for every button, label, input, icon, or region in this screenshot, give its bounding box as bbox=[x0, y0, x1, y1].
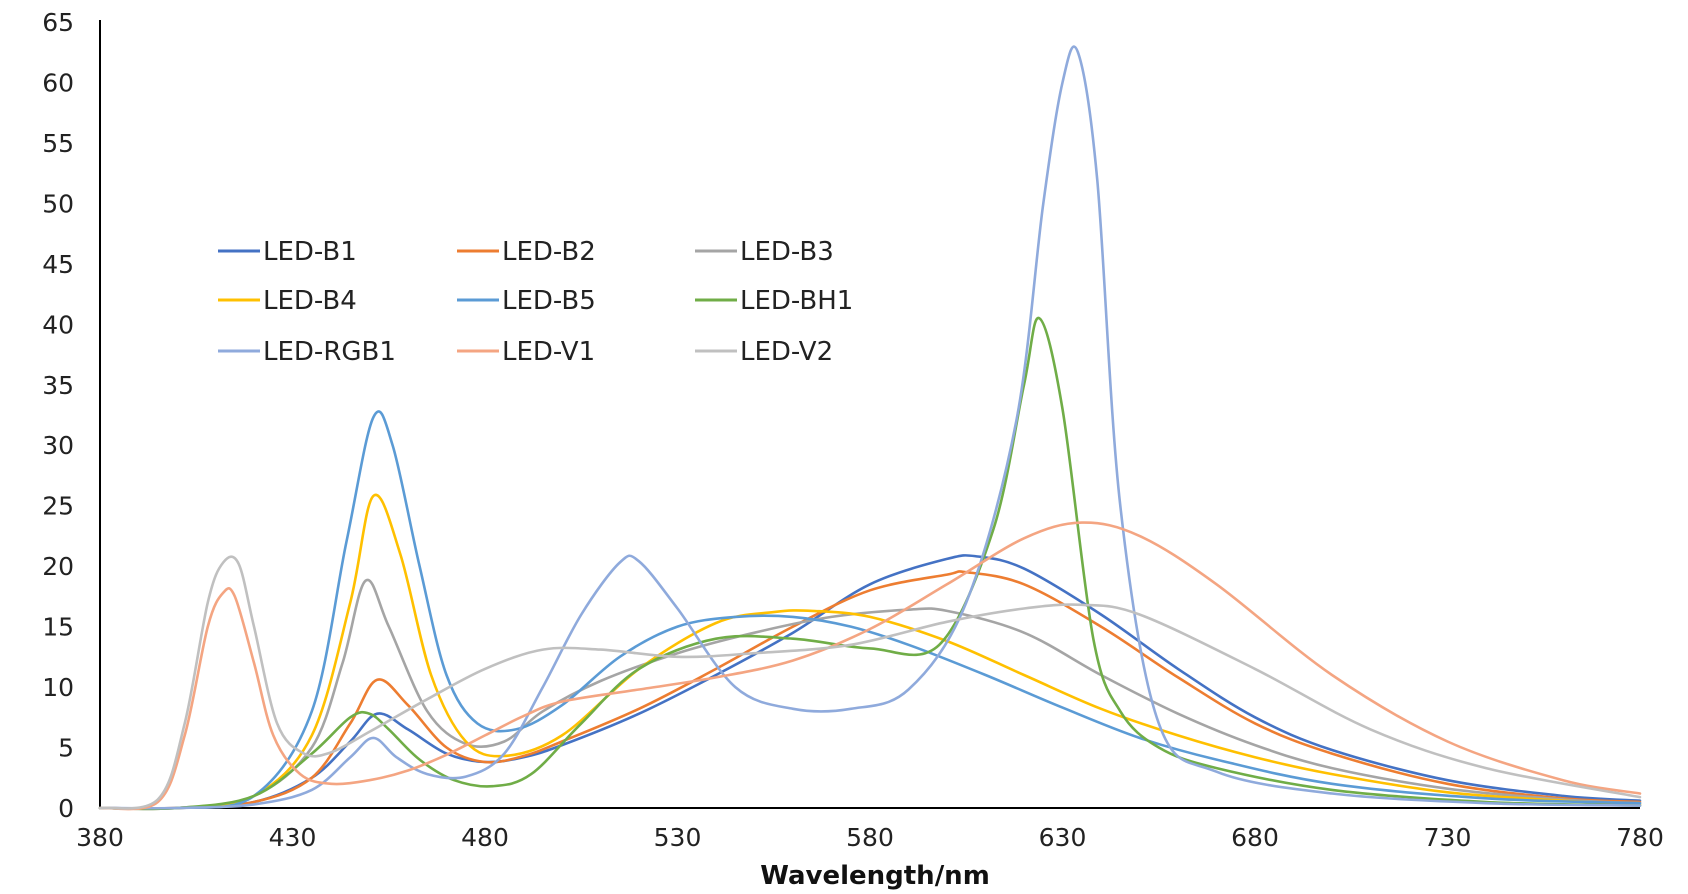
y-tick-label: 35 bbox=[42, 371, 74, 400]
series-line-led-rgb1 bbox=[98, 45, 1642, 810]
y-tick-label: 25 bbox=[42, 492, 74, 521]
series-line-led-b5 bbox=[98, 410, 1642, 811]
legend-label-led-bh1: LED-BH1 bbox=[740, 286, 853, 316]
y-tick-label: 5 bbox=[58, 734, 74, 763]
y-tick-label: 30 bbox=[42, 431, 74, 460]
legend: LED-B1 LED-B2 LED-B3 LED-B4 LED-B5 LED-BH1 LED… bbox=[218, 237, 853, 367]
y-tick-label: 65 bbox=[42, 8, 74, 37]
y-tick-label: 50 bbox=[42, 189, 74, 218]
legend-label-led-b2: LED-B2 bbox=[502, 237, 596, 267]
x-tick-label: 480 bbox=[461, 823, 509, 852]
y-tick-label: 15 bbox=[42, 613, 74, 642]
x-tick-label: 780 bbox=[1616, 823, 1664, 852]
legend-label-led-v2: LED-V2 bbox=[740, 337, 833, 367]
legend-label-led-b4: LED-B4 bbox=[263, 286, 357, 316]
x-tick-label: 680 bbox=[1231, 823, 1279, 852]
legend-label-led-b3: LED-B3 bbox=[740, 237, 834, 267]
series-line-led-b3 bbox=[98, 578, 1642, 811]
x-tick-label: 730 bbox=[1424, 823, 1472, 852]
legend-label-led-b1: LED-B1 bbox=[263, 237, 357, 267]
series-line-led-b4 bbox=[98, 493, 1642, 811]
y-tick-label: 60 bbox=[42, 68, 74, 97]
x-tick-label: 580 bbox=[846, 823, 894, 852]
series-line-led-b1 bbox=[98, 554, 1642, 810]
series-line-led-v2 bbox=[98, 555, 1642, 810]
y-tick-label: 55 bbox=[42, 129, 74, 158]
series-layer bbox=[98, 45, 1642, 811]
x-tick-label: 430 bbox=[269, 823, 317, 852]
y-tick-label: 20 bbox=[42, 552, 74, 581]
x-axis-label: Wavelength/nm bbox=[760, 861, 990, 891]
series-line-led-v1 bbox=[98, 521, 1642, 811]
y-tick-label: 10 bbox=[42, 673, 74, 702]
y-tick-label: 45 bbox=[42, 250, 74, 279]
legend-label-led-rgb1: LED-RGB1 bbox=[263, 337, 396, 367]
legend-label-led-v1: LED-V1 bbox=[502, 337, 595, 367]
x-tick-label: 530 bbox=[654, 823, 702, 852]
x-tick-label: 630 bbox=[1039, 823, 1087, 852]
y-tick-label: 40 bbox=[42, 310, 74, 339]
series-line-led-bh1 bbox=[98, 316, 1642, 811]
series-line-led-b2 bbox=[98, 570, 1642, 810]
legend-label-led-b5: LED-B5 bbox=[502, 286, 596, 316]
axes: 0 5 10 15 20 25 30 35 40 45 50 55 60 65 380 430 480 530 58… bbox=[42, 8, 1664, 852]
y-tick-label: 0 bbox=[58, 794, 74, 823]
x-tick-label: 380 bbox=[76, 823, 124, 852]
